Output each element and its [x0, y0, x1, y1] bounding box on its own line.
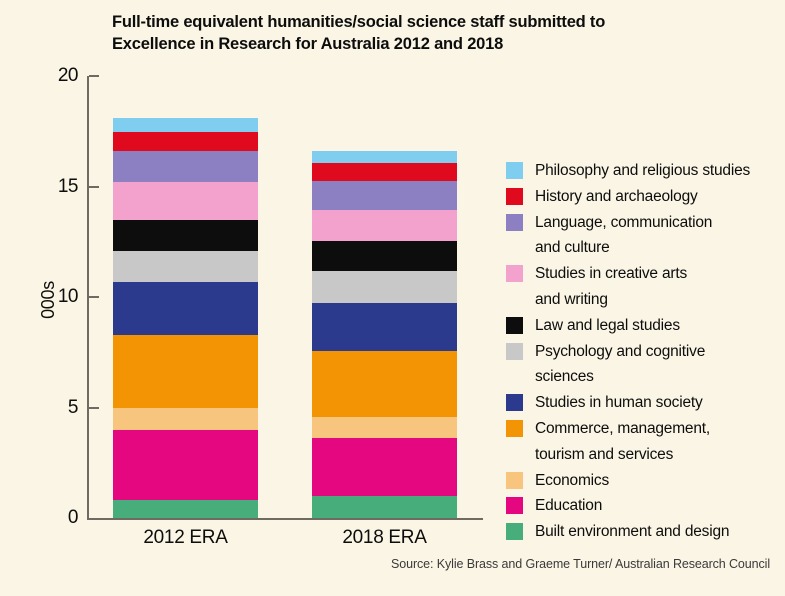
legend-label: sciences — [535, 368, 594, 386]
y-tick-10 — [89, 296, 99, 298]
legend-item-philosophy-and-religious-studies: Philosophy and religious studies — [506, 158, 750, 184]
bar-2018-era — [312, 151, 457, 518]
y-tick-15 — [89, 185, 99, 188]
legend-item-language-communication-and-culture: Language, communication — [506, 210, 750, 236]
x-category-label-2012-era: 2012 ERA — [143, 527, 228, 548]
bar-segment-2018-era-studies-in-human-society — [312, 302, 457, 352]
legend-item-history-and-archaeology: History and archaeology — [506, 184, 750, 210]
legend-item-economics: Economics — [506, 468, 750, 494]
legend-swatch-language-communication-and-culture — [506, 213, 523, 231]
legend-item-built-environment-and-design: Built environment and design — [506, 519, 750, 545]
legend-label: Philosophy and religious studies — [535, 162, 751, 179]
x-axis-line — [87, 518, 483, 520]
legend-swatch-commerce-management-tourism-and-services — [506, 419, 523, 437]
y-tick-label-15: 15 — [57, 175, 79, 197]
y-axis-line — [87, 76, 89, 520]
bar-segment-2018-era-philosophy-and-religious-studies — [312, 151, 457, 164]
legend-item-studies-in-human-society: Studies in human society — [506, 390, 750, 416]
y-tick-5 — [89, 406, 99, 409]
bar-segment-2012-era-history-and-archaeology — [113, 132, 258, 152]
legend-spacer — [506, 442, 523, 459]
legend-label: Education — [535, 497, 603, 515]
chart-title: Full-time equivalent humanities/social s… — [112, 13, 606, 53]
legend-label: Economics — [535, 471, 610, 489]
bar-segment-2018-era-history-and-archaeology — [312, 163, 457, 182]
y-tick-label-20: 20 — [57, 65, 79, 86]
legend-item-studies-in-creative-arts-and-writing-line2: and writing — [506, 287, 750, 313]
legend-label: Law and legal studies — [535, 316, 680, 334]
legend-swatch-psychology-and-cognitive-sciences — [506, 342, 523, 360]
source-credit: Source: Kylie Brass and Graeme Turner/ A… — [391, 557, 770, 571]
legend-spacer — [506, 364, 523, 381]
bar-segment-2012-era-studies-in-human-society — [113, 281, 258, 335]
legend-label: Studies in creative arts — [535, 265, 687, 283]
legend-item-law-and-legal-studies: Law and legal studies — [506, 313, 750, 339]
y-tick-20 — [89, 75, 99, 77]
legend-item-studies-in-creative-arts-and-writing: Studies in creative arts — [506, 261, 750, 287]
bar-segment-2012-era-economics — [113, 407, 258, 430]
bar-segment-2012-era-education — [113, 429, 258, 501]
bar-segment-2018-era-built-environment-and-design — [312, 495, 457, 518]
bar-segment-2012-era-studies-in-creative-arts-and-writing — [113, 182, 258, 220]
legend-swatch-studies-in-creative-arts-and-writing — [506, 265, 523, 283]
legend-label: tourism and services — [535, 445, 674, 463]
legend-item-commerce-management-tourism-and-services: Commerce, management, — [506, 416, 750, 442]
bar-segment-2018-era-studies-in-creative-arts-and-writing — [312, 209, 457, 241]
legend-label: Commerce, management, — [535, 419, 710, 437]
legend-spacer — [506, 235, 523, 252]
bar-segment-2012-era-law-and-legal-studies — [113, 219, 258, 251]
legend-item-psychology-and-cognitive-sciences: Psychology and cognitive — [506, 339, 750, 365]
legend-label: and writing — [535, 290, 608, 308]
bar-2012-era — [113, 118, 258, 518]
bar-segment-2018-era-language-communication-and-culture — [312, 181, 457, 210]
bar-segment-2012-era-philosophy-and-religious-studies — [113, 118, 258, 133]
x-category-label-2018-era: 2018 ERA — [342, 527, 427, 548]
legend-swatch-philosophy-and-religious-studies — [506, 162, 523, 179]
y-tick-label-0: 0 — [67, 507, 79, 528]
legend-label: History and archaeology — [535, 187, 698, 205]
legend-swatch-built-environment-and-design — [506, 523, 523, 541]
legend-item-language-communication-and-culture-line2: and culture — [506, 235, 750, 261]
legend-spacer — [506, 287, 523, 304]
legend-label: Studies in human society — [535, 394, 703, 412]
bar-segment-2018-era-commerce-management-tourism-and-services — [312, 351, 457, 418]
bar-segment-2018-era-economics — [312, 417, 457, 439]
bar-segment-2012-era-built-environment-and-design — [113, 500, 258, 518]
legend-swatch-education — [506, 497, 523, 515]
y-tick-label-10: 10 — [57, 286, 79, 307]
legend-swatch-economics — [506, 471, 523, 489]
legend-label: Psychology and cognitive — [535, 342, 706, 360]
legend-label: Built environment and design — [535, 523, 730, 541]
legend-swatch-law-and-legal-studies — [506, 316, 523, 334]
legend-label: and culture — [535, 239, 610, 257]
bar-segment-2012-era-language-communication-and-culture — [113, 151, 258, 183]
legend-item-commerce-management-tourism-and-services-line2: tourism and services — [506, 442, 750, 468]
bar-segment-2018-era-law-and-legal-studies — [312, 240, 457, 271]
bar-segment-2012-era-commerce-management-tourism-and-services — [113, 334, 258, 408]
y-tick-label-5: 5 — [67, 396, 79, 418]
legend-item-psychology-and-cognitive-sciences-line2: sciences — [506, 364, 750, 390]
legend-item-education: Education — [506, 493, 750, 519]
bar-segment-2018-era-education — [312, 438, 457, 496]
bar-segment-2018-era-psychology-and-cognitive-sciences — [312, 270, 457, 303]
legend-label: Language, communication — [535, 213, 713, 231]
legend-swatch-studies-in-human-society — [506, 394, 523, 412]
legend: Philosophy and religious studies History … — [506, 158, 750, 545]
legend-swatch-history-and-archaeology — [506, 187, 523, 205]
bar-segment-2012-era-psychology-and-cognitive-sciences — [113, 250, 258, 282]
